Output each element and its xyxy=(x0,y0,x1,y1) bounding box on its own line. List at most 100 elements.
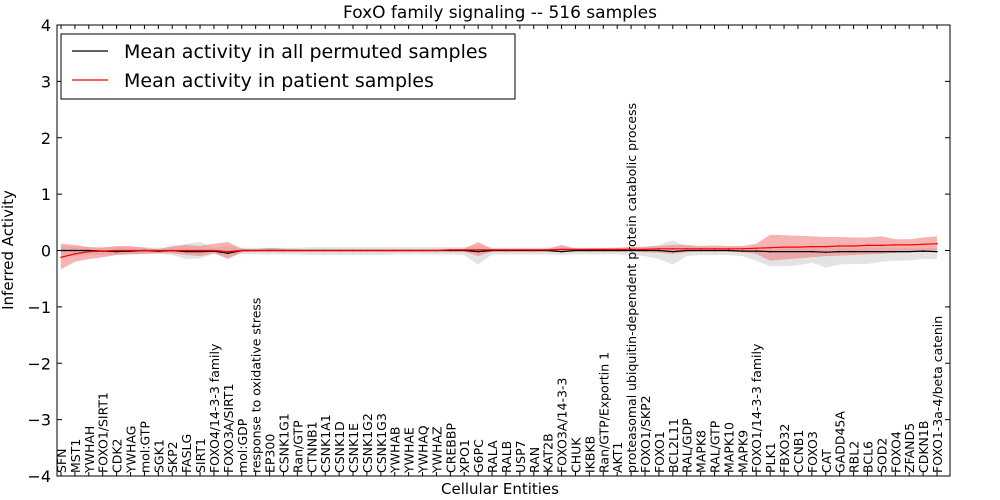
data-point xyxy=(936,242,938,245)
data-point xyxy=(658,248,660,250)
data-point xyxy=(546,249,549,251)
x-tick-label: MAPK8 xyxy=(694,430,709,473)
chart-title: FoxO family signaling -- 516 samples xyxy=(343,3,657,23)
x-tick-label: G6PC xyxy=(471,439,486,473)
y-tick-label: 1 xyxy=(41,185,51,204)
data-point xyxy=(783,246,785,248)
x-tick-label: SOD2 xyxy=(874,438,889,473)
x-tick-label: CHUK xyxy=(568,437,583,473)
x-tick-label: CSNK1G3 xyxy=(374,413,389,473)
data-point xyxy=(769,250,771,253)
x-tick-label: KAT2B xyxy=(541,433,556,473)
x-tick-label: FOXO1/SKP2 xyxy=(638,395,653,473)
y-tick-label: −2 xyxy=(27,354,51,373)
data-point xyxy=(366,249,368,252)
x-tick-label: FOXO1/14-3-3 family xyxy=(749,343,764,473)
series-line-patient xyxy=(60,243,938,258)
x-tick-label: FOXO4/14-3-3 family xyxy=(207,343,222,473)
data-point xyxy=(88,250,90,253)
data-point xyxy=(435,249,438,252)
x-tick-label: FOXO1/SIRT1 xyxy=(96,392,111,473)
data-point xyxy=(866,250,869,253)
y-tick-label: −1 xyxy=(27,298,51,317)
data-point xyxy=(616,248,618,251)
x-tick-label: response to oxidative stress xyxy=(249,298,264,473)
x-tick-label: SFN xyxy=(54,449,69,473)
x-tick-label: FOXO4 xyxy=(888,431,903,473)
data-point xyxy=(74,249,76,252)
legend-label-patient: Mean activity in patient samples xyxy=(124,70,434,92)
x-tick-label: CDK2 xyxy=(110,438,125,473)
data-point xyxy=(157,249,160,252)
data-point xyxy=(60,256,62,259)
x-tick-label: FASLG xyxy=(179,434,194,473)
data-point xyxy=(88,249,90,252)
x-axis-label: Cellular Entities xyxy=(441,480,559,498)
x-tick-label: mol:GDP xyxy=(235,418,250,473)
data-point xyxy=(282,249,285,252)
data-point xyxy=(115,249,118,252)
data-point xyxy=(296,249,299,252)
legend-box xyxy=(60,33,516,100)
x-tick-label: FOXO3A/SIRT1 xyxy=(221,383,236,473)
data-point xyxy=(699,248,702,250)
x-tick-label: proteasomal ubiquitin-dependent protein … xyxy=(624,103,639,473)
data-point xyxy=(824,245,827,248)
data-point xyxy=(755,247,758,250)
data-point xyxy=(880,250,883,253)
data-point xyxy=(449,249,452,251)
data-point xyxy=(797,250,799,253)
x-tick-label: YWHAH xyxy=(82,426,97,474)
x-tick-label: RBL2 xyxy=(847,441,862,473)
data-point xyxy=(407,249,410,252)
data-point xyxy=(254,249,257,252)
data-point xyxy=(908,244,910,246)
data-point xyxy=(560,248,563,251)
x-tick-label: CREBBP xyxy=(443,423,458,473)
data-point xyxy=(574,248,577,251)
data-point xyxy=(74,253,76,255)
data-point xyxy=(838,250,841,253)
x-tick-label: CSNK1A1 xyxy=(318,414,333,473)
data-point xyxy=(477,249,479,251)
data-point xyxy=(630,248,632,251)
data-point xyxy=(519,249,521,251)
data-point xyxy=(602,249,605,252)
y-tick-label: −3 xyxy=(27,411,51,430)
y-tick-label: −4 xyxy=(27,467,51,486)
y-tick-label: 2 xyxy=(41,129,51,148)
x-tick-label: EP300 xyxy=(263,434,278,473)
data-point xyxy=(741,250,744,252)
data-point xyxy=(894,244,897,246)
x-tick-label: XPO1 xyxy=(457,439,472,473)
data-point xyxy=(936,250,938,253)
x-tick-label: RALB xyxy=(499,441,514,473)
data-point xyxy=(171,249,174,252)
y-tick-label: 0 xyxy=(41,242,51,261)
x-tick-label: GADD45A xyxy=(833,411,848,473)
x-tick-label: FOXO3 xyxy=(805,431,820,473)
data-point xyxy=(588,248,591,251)
data-point xyxy=(602,248,605,251)
y-tick-label: 4 xyxy=(41,16,51,35)
data-point xyxy=(922,250,924,252)
data-point xyxy=(101,250,104,252)
data-point xyxy=(713,249,716,252)
data-point xyxy=(324,249,326,252)
data-point xyxy=(421,249,424,252)
x-tick-label: CSNK1E xyxy=(346,423,361,473)
x-tick-label: YWHAZ xyxy=(429,426,444,474)
data-point xyxy=(227,250,229,253)
data-point xyxy=(199,250,201,253)
x-tick-label: CSNK1G2 xyxy=(360,413,375,473)
data-point xyxy=(199,249,201,252)
data-point xyxy=(880,244,883,247)
data-point xyxy=(797,246,799,248)
data-point xyxy=(463,249,466,251)
data-point xyxy=(783,250,785,253)
data-point xyxy=(922,243,924,246)
x-tick-label: mol:GTP xyxy=(137,421,152,473)
data-point xyxy=(908,250,910,253)
